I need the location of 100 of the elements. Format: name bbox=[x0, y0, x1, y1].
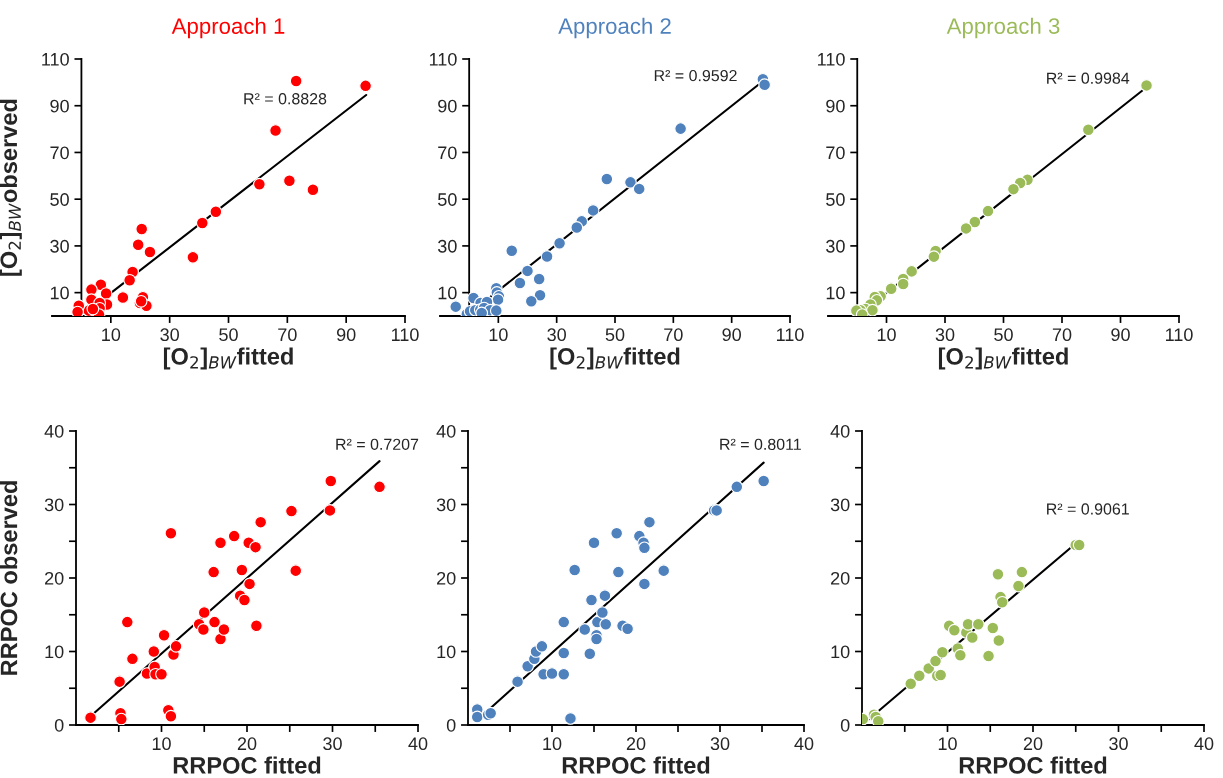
point bbox=[253, 177, 266, 191]
point bbox=[598, 589, 612, 603]
point bbox=[959, 222, 973, 235]
point bbox=[250, 619, 263, 633]
y-tick-label: 10 bbox=[826, 286, 845, 300]
y-tick-label: 70 bbox=[50, 146, 69, 160]
y-tick-label: 70 bbox=[438, 146, 457, 160]
point bbox=[114, 712, 128, 725]
chart-title: Approach 1 bbox=[171, 17, 285, 39]
y-tick-label: 40 bbox=[44, 424, 64, 438]
x-tick-label: 40 bbox=[408, 737, 428, 751]
x-tick-label: 10 bbox=[152, 737, 171, 751]
point bbox=[254, 515, 268, 529]
point bbox=[532, 272, 546, 286]
x-tick-label: 30 bbox=[935, 328, 955, 342]
point bbox=[513, 276, 527, 290]
y-tick-label: 90 bbox=[50, 99, 69, 113]
y-tick-label: 50 bbox=[826, 193, 845, 206]
point bbox=[99, 287, 113, 300]
x-tick-label: 50 bbox=[605, 328, 625, 342]
x-axis-title: RRPOC fitted bbox=[173, 756, 321, 774]
point bbox=[929, 654, 942, 668]
point bbox=[283, 174, 296, 188]
x-tick-label: 30 bbox=[710, 737, 730, 751]
y-tick-label: 110 bbox=[429, 52, 457, 66]
y-tick-label: 20 bbox=[437, 571, 456, 585]
x-tick-label: 110 bbox=[776, 328, 804, 342]
y-tick-label: 10 bbox=[45, 645, 64, 659]
point bbox=[624, 175, 637, 189]
point bbox=[249, 540, 262, 554]
point bbox=[197, 623, 210, 636]
point bbox=[113, 675, 126, 688]
point bbox=[227, 529, 241, 543]
y-tick-label: 30 bbox=[437, 239, 457, 253]
x-tick-label: 10 bbox=[938, 737, 957, 751]
point bbox=[157, 628, 171, 642]
point bbox=[238, 593, 251, 607]
y-tick-label: 90 bbox=[438, 99, 457, 113]
point bbox=[207, 565, 221, 579]
x-tick-label: 10 bbox=[489, 328, 508, 342]
annotation: R² = 0.9592 bbox=[654, 69, 737, 82]
point bbox=[599, 617, 613, 631]
point bbox=[306, 183, 320, 197]
point bbox=[217, 623, 231, 636]
x-tick-label: 10 bbox=[543, 737, 562, 751]
x-tick-label: 90 bbox=[336, 328, 356, 342]
point bbox=[243, 577, 256, 591]
point bbox=[491, 293, 505, 307]
point bbox=[1081, 123, 1095, 137]
point bbox=[934, 668, 948, 682]
x-axis-title: [O$_{2}$]$_{BW}$fitted bbox=[163, 347, 293, 370]
point bbox=[214, 536, 227, 550]
annotation: R² = 0.8828 bbox=[244, 93, 327, 105]
point bbox=[209, 205, 223, 219]
point bbox=[533, 288, 547, 302]
point bbox=[585, 593, 598, 607]
point bbox=[982, 649, 995, 663]
point bbox=[1140, 79, 1153, 92]
point bbox=[123, 273, 137, 287]
x-tick-label: 70 bbox=[664, 328, 683, 342]
annotation: R² = 0.7207 bbox=[336, 438, 419, 450]
point bbox=[116, 291, 130, 304]
point bbox=[1012, 579, 1025, 593]
point bbox=[936, 645, 949, 659]
x-axis-title: [O$_{2}$]$_{BW}$fitted bbox=[550, 347, 680, 370]
x-axis-title: RRPOC fitted bbox=[562, 756, 710, 774]
point bbox=[953, 648, 967, 662]
point bbox=[545, 667, 559, 680]
y-tick-label: 30 bbox=[436, 498, 456, 512]
point bbox=[905, 265, 919, 278]
point bbox=[927, 250, 941, 264]
x-tick-label: 30 bbox=[323, 737, 342, 751]
point bbox=[449, 300, 463, 314]
point bbox=[638, 541, 651, 555]
point bbox=[871, 714, 885, 725]
point bbox=[995, 595, 1009, 609]
x-tick-label: 40 bbox=[1194, 737, 1214, 751]
chart-title: Approach 3 bbox=[946, 17, 1060, 39]
y-tick-label: 50 bbox=[50, 193, 69, 206]
point bbox=[489, 304, 503, 316]
x-tick-label: 110 bbox=[1165, 328, 1193, 342]
point bbox=[511, 675, 524, 688]
chart-title: Approach 2 bbox=[558, 17, 671, 39]
point bbox=[981, 204, 995, 218]
point bbox=[757, 474, 771, 488]
x-axis-title: RRPOC fitted bbox=[959, 756, 1107, 774]
annotation: R² = 0.8011 bbox=[720, 438, 801, 450]
point bbox=[912, 669, 926, 683]
x-tick-label: 20 bbox=[1023, 737, 1043, 751]
y-tick-label: 10 bbox=[437, 645, 456, 659]
point bbox=[657, 564, 671, 578]
point bbox=[323, 504, 337, 517]
point bbox=[992, 634, 1006, 647]
y-tick-label: 30 bbox=[44, 498, 64, 512]
point bbox=[947, 623, 961, 637]
y-tick-label: 0 bbox=[446, 718, 456, 732]
y-tick-label: 0 bbox=[840, 718, 850, 732]
point bbox=[289, 564, 303, 578]
point bbox=[521, 264, 534, 278]
y-tick-label: 30 bbox=[50, 239, 69, 253]
